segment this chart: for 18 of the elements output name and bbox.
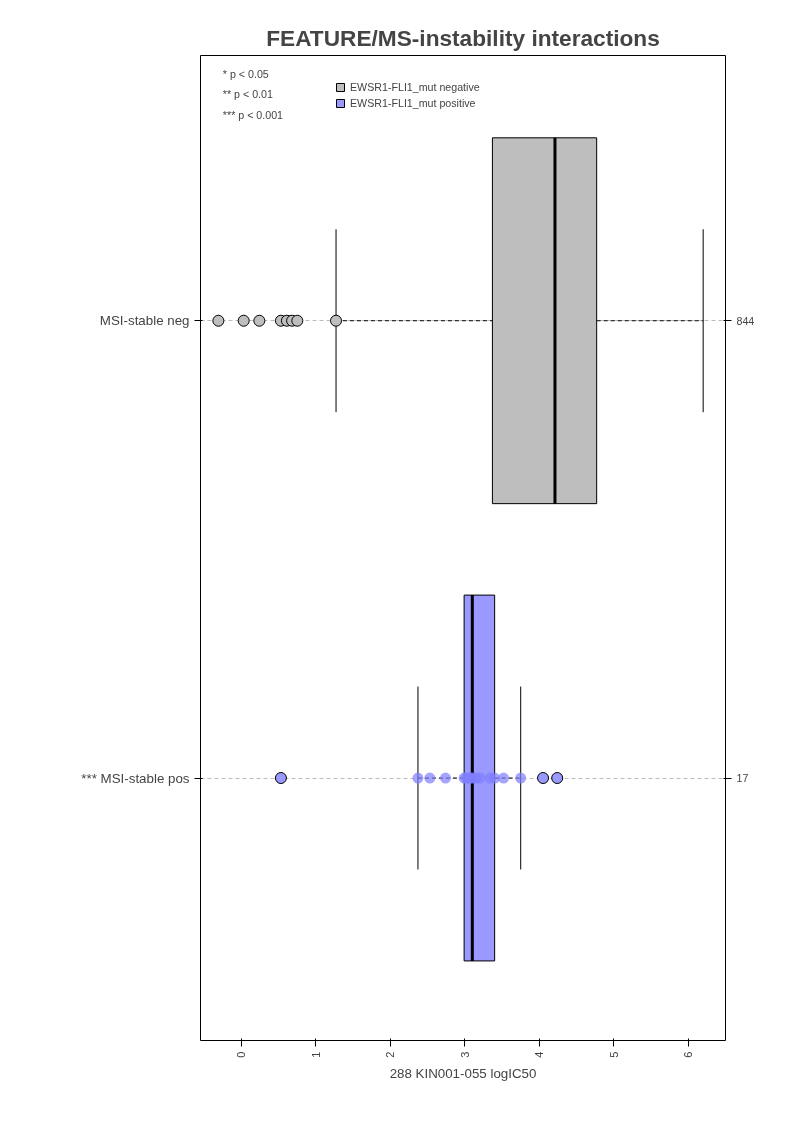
- x-tick-label: 4: [533, 1051, 546, 1058]
- y-tick-label: *** MSI-stable pos: [81, 770, 190, 786]
- y-tick-label: MSI-stable neg: [99, 313, 190, 329]
- x-tick-label: 2: [384, 1051, 397, 1058]
- annotation: ** p < 0.01: [222, 88, 273, 101]
- x-tick-label: 5: [607, 1051, 620, 1058]
- text: 844: [736, 314, 755, 327]
- x-tick-label: 3: [458, 1051, 471, 1058]
- x-tick-label: 1: [309, 1051, 322, 1058]
- text: 17: [736, 772, 749, 785]
- annotation: *** p < 0.001: [222, 108, 284, 121]
- x-axis-title: 288 KIN001-055 logIC50: [389, 1065, 537, 1081]
- legend-label: EWSR1-FLI1_mut positive: [350, 96, 476, 110]
- annotation: * p < 0.05: [222, 67, 269, 80]
- chart-title: FEATURE/MS-instability interactions: [266, 24, 660, 51]
- legend-label: EWSR1-FLI1_mut negative: [350, 80, 480, 94]
- x-tick-label: 0: [235, 1051, 248, 1058]
- x-tick-label: 6: [682, 1051, 695, 1058]
